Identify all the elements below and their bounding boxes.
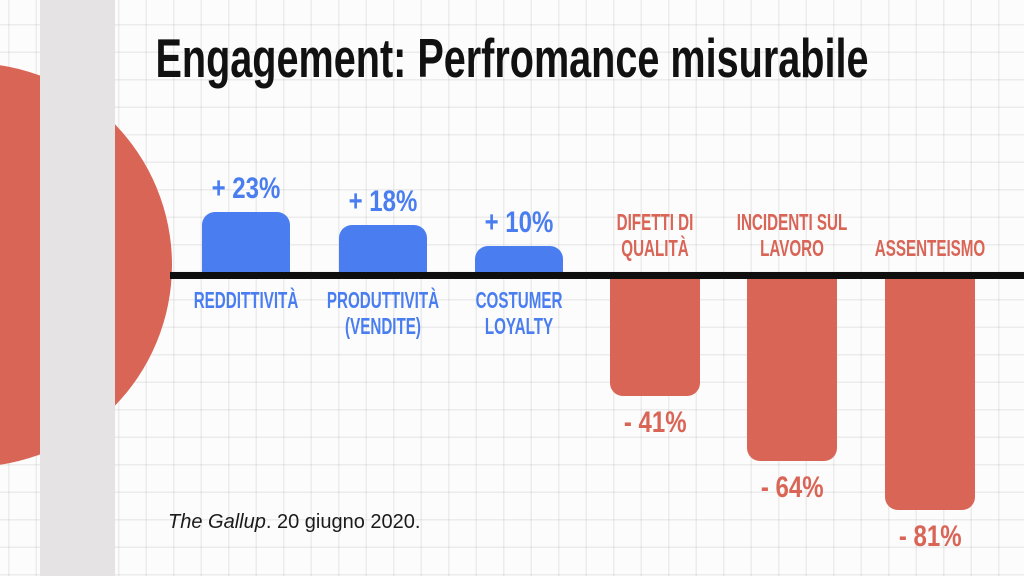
decorative-gray-stripe	[40, 0, 115, 576]
category-label-difetti-di-qualita: DIFETTI DI QUALITÀ	[616, 209, 694, 261]
category-label-reddittivita: REDDITTIVITÀ	[193, 287, 299, 313]
value-label: + 18%	[348, 185, 418, 218]
bar-group-produttivita: + 18%	[313, 187, 453, 272]
bar-group-incidenti-sul-lavoro: - 64%	[722, 279, 862, 503]
zero-axis-line	[170, 272, 1024, 279]
source-note: The Gallup. 20 giugno 2020.	[168, 509, 420, 535]
source-detail: . 20 giugno 2020.	[265, 511, 421, 533]
category-label-produttivita: PRODUTTIVITÀ (VENDITE)	[326, 287, 440, 339]
category-label-costumer-loyalty: COSTUMER LOYALTY	[475, 287, 563, 339]
bar-reddittivita	[202, 212, 290, 272]
bar-produttivita	[339, 225, 427, 272]
bar-difetti-di-qualita	[610, 279, 700, 396]
bar-group-reddittivita: + 23%	[176, 174, 316, 272]
value-label: + 10%	[484, 206, 554, 239]
value-label: + 23%	[211, 172, 281, 205]
bar-assenteismo	[885, 279, 975, 510]
value-label: - 81%	[898, 520, 962, 553]
bar-group-difetti-di-qualita: - 41%	[585, 279, 725, 438]
category-label-incidenti-sul-lavoro: INCIDENTI SUL LAVORO	[736, 209, 848, 261]
bar-group-costumer-loyalty: + 10%	[449, 208, 589, 272]
source-work: The Gallup	[168, 511, 266, 533]
bar-group-assenteismo: - 81%	[860, 279, 1000, 552]
bar-incidenti-sul-lavoro	[747, 279, 837, 461]
bar-costumer-loyalty	[475, 246, 563, 272]
value-label: - 41%	[623, 406, 687, 439]
category-label-assenteismo: ASSENTEISMO	[874, 235, 986, 261]
page-title: Engagement: Perfromance misurabile	[155, 27, 869, 89]
value-label: - 64%	[760, 471, 824, 504]
